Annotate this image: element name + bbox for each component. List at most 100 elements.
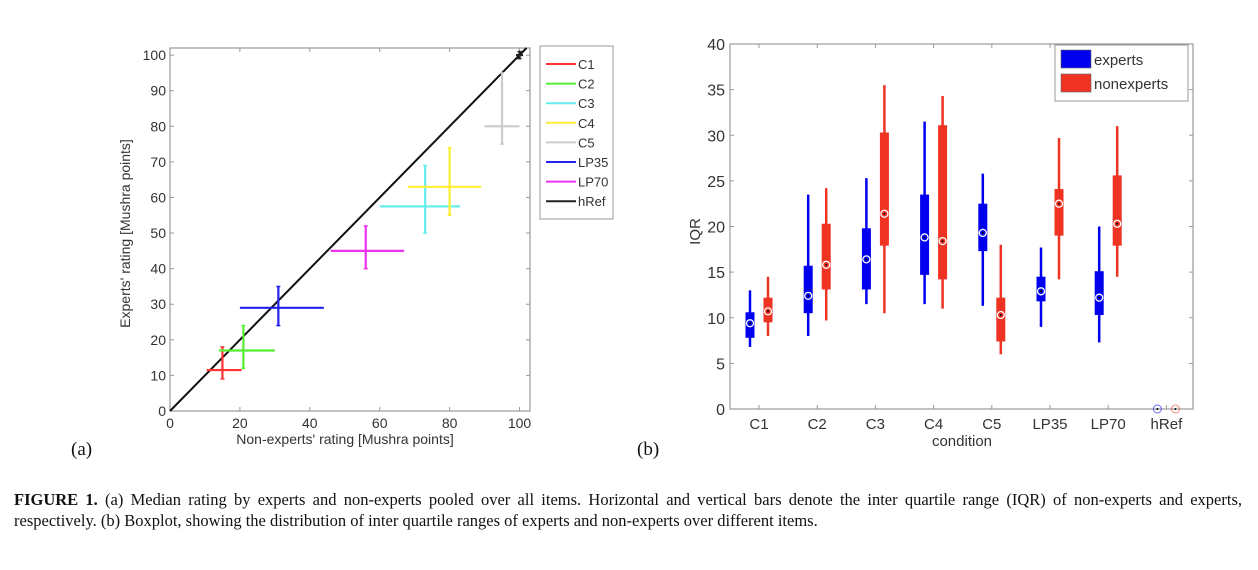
legend-box-a	[539, 45, 614, 220]
y-tick-label-a: 80	[150, 118, 166, 134]
x-tick-label-a: 40	[302, 415, 318, 431]
iqr-box	[1112, 175, 1122, 246]
caption-figure-label: FIGURE 1.	[14, 490, 98, 509]
x-tick-label-a: 60	[372, 415, 388, 431]
median-dot	[807, 294, 810, 297]
legend-label-c3: C3	[578, 96, 595, 111]
y-axis-label-a: Experts' rating [Mushra points]	[117, 139, 133, 328]
y-tick-label-b: 35	[707, 83, 725, 100]
y-tick-label-b: 5	[716, 356, 725, 373]
y-tick-label-a: 70	[150, 154, 166, 170]
box-experts-c4	[920, 121, 930, 305]
x-tick-label-b: C1	[749, 416, 768, 433]
legend-label-experts: experts	[1094, 52, 1143, 69]
y-tick-label-b: 15	[707, 265, 725, 282]
median-dot	[1116, 222, 1119, 225]
cross-c2	[218, 324, 275, 370]
legend-label-nonexperts: nonexperts	[1094, 76, 1168, 93]
cross-c1	[206, 346, 242, 380]
median-dot	[749, 322, 751, 325]
x-tick-label-b: C2	[808, 416, 827, 433]
y-tick-label-a: 60	[150, 189, 166, 205]
cross-c5	[484, 72, 520, 145]
median-dot	[1040, 290, 1042, 293]
median-marker	[1170, 404, 1180, 414]
y-tick-label-a: 90	[150, 83, 166, 99]
x-axis-label-b: condition	[932, 433, 992, 450]
y-tick-label-b: 40	[707, 37, 725, 54]
cross-lp35	[239, 285, 324, 327]
median-dot	[1174, 408, 1177, 410]
iqr-box	[1094, 271, 1104, 316]
y-tick-label-a: 100	[143, 47, 167, 63]
legend-label-href: hRef	[578, 194, 606, 209]
x-tick-label-b: LP70	[1091, 416, 1126, 433]
box-experts-c5	[978, 173, 988, 306]
cross-lp70	[330, 225, 405, 270]
median-dot	[865, 258, 868, 261]
x-tick-label-b: hRef	[1151, 416, 1184, 433]
box-experts-c2	[803, 194, 813, 336]
box-nonexperts-c1	[763, 276, 773, 336]
box-nonexperts-lp35	[1054, 137, 1064, 280]
y-tick-label-b: 25	[707, 174, 725, 191]
legend-a: C1 C2 C3 C4 C5 LP35 LP70 hRef	[539, 45, 614, 220]
figure-svg: 0 20 40 60 80 1000102030405060708090100Non-ex…	[117, 37, 1194, 450]
x-tick-label-b: C3	[866, 416, 885, 433]
chart-b-boxplot: 0 5 10 15 20 25 30 35 40 C1 C2 C3 C4 C5 LP35 LP70 hRef co…	[687, 37, 1194, 450]
median-dot	[767, 310, 769, 313]
median-dot	[1098, 296, 1101, 299]
legend-label-c5: C5	[578, 135, 595, 150]
iqr-box	[821, 223, 831, 290]
iqr-box	[996, 297, 1006, 342]
median-dot	[825, 263, 828, 266]
median-dot	[923, 236, 926, 239]
box-nonexperts-c2	[821, 188, 831, 321]
box-nonexperts-href	[1170, 404, 1180, 414]
iqr-box	[978, 203, 988, 252]
x-tick-label-a: 80	[442, 415, 458, 431]
box-experts-c1	[745, 290, 755, 347]
x-tick-label-a: 0	[166, 415, 174, 431]
median-dot	[1156, 408, 1159, 410]
legend-label-c4: C4	[578, 116, 595, 131]
y-tick-label-a: 40	[150, 261, 166, 277]
iqr-box	[1054, 189, 1064, 236]
y-tick-label-a: 10	[150, 367, 166, 383]
y-tick-label-b: 30	[707, 128, 725, 145]
box-experts-lp70	[1094, 226, 1104, 343]
legend-label-lp70: LP70	[578, 175, 608, 190]
median-dot	[981, 231, 984, 234]
panel-label-a: (a)	[71, 439, 93, 460]
y-tick-label-b: 0	[716, 402, 725, 419]
legend-b: experts nonexperts	[1054, 44, 1189, 102]
median-dot	[883, 212, 886, 215]
y-tick-label-b: 10	[707, 311, 725, 328]
iqr-box	[879, 132, 889, 246]
box-nonexperts-c4	[938, 96, 948, 309]
legend-swatch-experts	[1060, 49, 1092, 69]
box-experts-lp35	[1036, 247, 1046, 327]
median-marker	[1152, 404, 1162, 414]
legend-label-c1: C1	[578, 57, 595, 72]
caption-text: (a) Median rating by experts and non-exp…	[14, 490, 1242, 530]
box-nonexperts-lp70	[1112, 126, 1122, 277]
y-tick-label-a: 50	[150, 225, 166, 241]
y-tick-label-b: 20	[707, 220, 725, 237]
box-nonexperts-c3	[879, 85, 889, 314]
x-tick-label-a: 20	[232, 415, 248, 431]
x-tick-label-b: C5	[982, 416, 1001, 433]
y-tick-label-a: 30	[150, 296, 166, 312]
legend-label-c2: C2	[578, 77, 595, 92]
x-axis-label-a: Non-experts' rating [Mushra points]	[236, 431, 453, 447]
y-tick-label-a: 20	[150, 332, 166, 348]
y-axis-label-b: IQR	[687, 218, 704, 245]
median-dot	[999, 314, 1002, 317]
box-experts-c3	[861, 178, 871, 305]
figure-caption: FIGURE 1. (a) Median rating by experts a…	[14, 489, 1242, 531]
median-dot	[1058, 202, 1060, 205]
iqr-box	[803, 265, 813, 314]
cross-c3	[379, 164, 461, 234]
box-nonexperts-c5	[996, 244, 1006, 355]
cross-href	[516, 50, 524, 60]
